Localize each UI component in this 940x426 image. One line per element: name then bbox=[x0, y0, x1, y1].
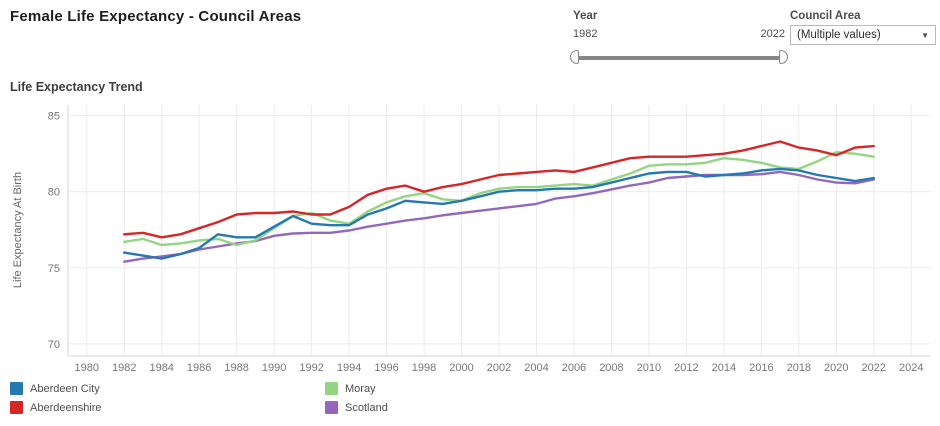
x-axis-tick-label: 2012 bbox=[674, 362, 698, 374]
x-axis-tick-label: 2020 bbox=[824, 362, 848, 374]
council-area-filter-label: Council Area bbox=[790, 10, 861, 22]
chart-title: Life Expectancy Trend bbox=[10, 80, 143, 94]
x-axis-tick-label: 2006 bbox=[562, 362, 586, 374]
x-axis-tick-label: 1998 bbox=[412, 362, 436, 374]
series-line-moray[interactable] bbox=[122, 151, 875, 247]
y-axis-tick-label: 80 bbox=[48, 187, 60, 199]
legend-item-moray[interactable]: Moray bbox=[325, 382, 625, 395]
x-axis-tick-labels: 1980 1982 1984 1986 1988 1990 1992 1994 1996 1998… bbox=[74, 362, 923, 374]
x-axis-tick-label: 2024 bbox=[899, 362, 923, 374]
legend-swatch-moray bbox=[325, 382, 338, 395]
x-axis-tick-label: 2002 bbox=[487, 362, 511, 374]
x-axis-tick-label: 1980 bbox=[74, 362, 98, 374]
y-axis-tick-label: 75 bbox=[48, 263, 60, 275]
legend-item-aberdeenshire[interactable]: Aberdeenshire bbox=[10, 401, 325, 414]
x-axis-tick-label: 2016 bbox=[749, 362, 773, 374]
legend-label: Aberdeenshire bbox=[30, 401, 102, 414]
legend-item-scotland[interactable]: Scotland bbox=[325, 401, 625, 414]
x-axis-tick-label: 1982 bbox=[112, 362, 136, 374]
y-axis-tick-label: 70 bbox=[48, 339, 60, 351]
legend-swatch-aberdeenshire bbox=[10, 401, 23, 414]
legend-swatch-scotland bbox=[325, 401, 338, 414]
x-axis-tick-label: 2022 bbox=[862, 362, 886, 374]
chevron-down-icon: ▼ bbox=[921, 30, 929, 40]
year-slider-track[interactable] bbox=[574, 56, 784, 60]
year-slider-left-handle[interactable] bbox=[570, 50, 579, 64]
series-lines bbox=[122, 140, 875, 263]
y-axis-title: Life Expectancy At Birth bbox=[12, 172, 24, 288]
year-filter-max-value: 2022 bbox=[760, 28, 785, 40]
x-axis-tick-label: 1984 bbox=[149, 362, 173, 374]
x-axis-tick-label: 1994 bbox=[337, 362, 361, 374]
legend-label: Aberdeen City bbox=[30, 382, 100, 395]
x-axis-tick-label: 2014 bbox=[712, 362, 736, 374]
chart-legend: Aberdeen City Aberdeenshire Moray Scotland bbox=[10, 379, 625, 417]
x-axis-tick-label: 1990 bbox=[262, 362, 286, 374]
y-axis-tick-label: 85 bbox=[48, 111, 60, 123]
x-axis-tick-label: 1988 bbox=[224, 362, 248, 374]
legend-label: Moray bbox=[345, 382, 376, 395]
line-chart: 1980 1982 1984 1986 1988 1990 1992 1994 1996 1998… bbox=[12, 105, 930, 374]
page-title: Female Life Expectancy - Council Areas bbox=[10, 8, 302, 25]
x-axis-tick-label: 2004 bbox=[524, 362, 548, 374]
x-axis-tick-label: 1992 bbox=[299, 362, 323, 374]
x-axis-tick-label: 2018 bbox=[787, 362, 811, 374]
legend-label: Scotland bbox=[345, 401, 388, 414]
legend-item-aberdeen-city[interactable]: Aberdeen City bbox=[10, 382, 325, 395]
x-axis-tick-label: 1996 bbox=[374, 362, 398, 374]
x-axis-tick-label: 2010 bbox=[637, 362, 661, 374]
x-axis-tick-label: 1986 bbox=[187, 362, 211, 374]
series-line-aberdeen-city[interactable] bbox=[122, 167, 875, 260]
y-axis-tick-labels: 70 75 80 85 bbox=[48, 111, 60, 351]
year-slider-right-handle[interactable] bbox=[779, 50, 788, 64]
year-filter-label: Year bbox=[573, 10, 598, 22]
year-range-slider[interactable] bbox=[570, 50, 788, 66]
x-axis-tick-label: 2000 bbox=[449, 362, 473, 374]
council-area-dropdown-value: (Multiple values) bbox=[797, 29, 881, 41]
council-area-dropdown[interactable]: (Multiple values) ▼ bbox=[790, 25, 936, 45]
x-axis-tick-label: 2008 bbox=[599, 362, 623, 374]
legend-swatch-aberdeen-city bbox=[10, 382, 23, 395]
series-line-aberdeenshire[interactable] bbox=[122, 140, 875, 239]
y-gridlines bbox=[68, 115, 930, 345]
x-gridlines bbox=[86, 105, 912, 356]
year-filter-min-value: 1982 bbox=[573, 28, 598, 40]
